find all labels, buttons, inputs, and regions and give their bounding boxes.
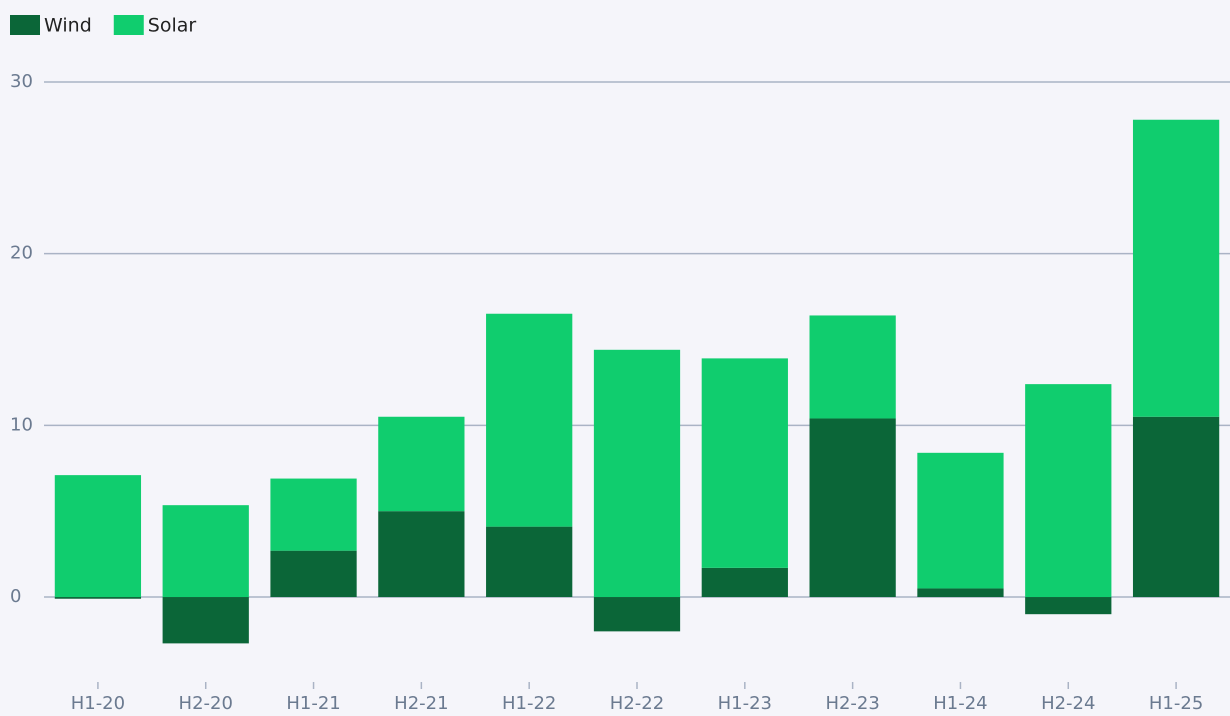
x-tick-label: H1-23 — [718, 693, 772, 714]
bar — [917, 588, 1004, 598]
bar — [1132, 416, 1220, 598]
bar — [917, 452, 1004, 589]
legend-label: Wind — [44, 15, 92, 37]
bar — [701, 358, 788, 568]
bar — [1025, 597, 1112, 615]
y-tick-label: 10 — [10, 414, 33, 435]
legend-swatch — [10, 15, 40, 35]
x-tick-label: H2-20 — [179, 693, 233, 714]
y-tick-label: 30 — [10, 71, 33, 92]
x-tick-label: H1-21 — [286, 693, 340, 714]
legend-swatch — [113, 15, 144, 35]
bar — [270, 478, 357, 551]
x-tick-label: H1-20 — [71, 693, 125, 714]
y-tick-label: 0 — [10, 586, 21, 607]
bar — [162, 597, 249, 644]
bar — [486, 526, 573, 598]
x-tick-label: H1-24 — [933, 693, 987, 714]
bar — [1132, 119, 1220, 417]
bar — [54, 475, 142, 598]
bar — [701, 567, 788, 598]
legend-label: Solar — [148, 15, 197, 37]
bar — [593, 349, 681, 598]
x-tick-label: H2-23 — [825, 693, 879, 714]
bar — [162, 505, 249, 598]
bar — [486, 313, 573, 527]
bar — [54, 597, 142, 599]
x-tick-label: H1-25 — [1149, 693, 1203, 714]
bar — [378, 416, 465, 512]
x-tick-label: H1-22 — [502, 693, 556, 714]
x-tick-label: H2-21 — [394, 693, 448, 714]
bar — [809, 418, 896, 598]
bar — [809, 315, 896, 419]
x-tick-label: H2-22 — [610, 693, 664, 714]
bar — [378, 511, 465, 598]
y-tick-label: 20 — [10, 243, 33, 264]
bar — [270, 550, 357, 598]
bar — [1025, 384, 1112, 598]
bar — [593, 597, 681, 632]
x-tick-label: H2-24 — [1041, 693, 1095, 714]
